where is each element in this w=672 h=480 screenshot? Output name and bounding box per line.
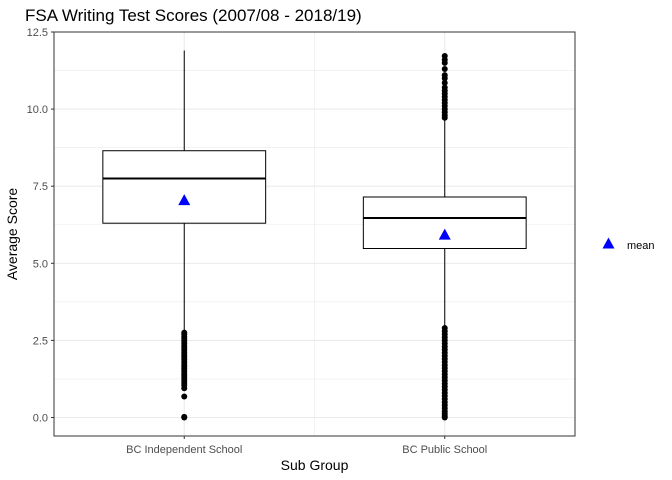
- x-tick-label: BC Public School: [402, 444, 487, 456]
- boxes: [102, 50, 527, 332]
- legend: mean: [602, 237, 655, 252]
- mean-marker: [438, 228, 451, 240]
- x-axis: BC Independent School BC Public School: [126, 436, 487, 456]
- y-tick-label: 0.0: [33, 412, 48, 424]
- y-axis: 0.0 2.5 5.0 7.5 10.0 12.5: [27, 27, 54, 424]
- outlier-point: [181, 329, 188, 336]
- x-tick-label: BC Independent School: [126, 444, 242, 456]
- outlier-point: [181, 393, 188, 400]
- outlier-point: [441, 53, 448, 60]
- mean-markers: [178, 194, 451, 240]
- outlier-point: [181, 413, 188, 420]
- y-tick-label: 10.0: [27, 104, 48, 116]
- mean-marker: [178, 194, 191, 206]
- y-tick-label: 12.5: [27, 27, 48, 39]
- y-axis-title: Average Score: [4, 188, 20, 281]
- legend-label-mean: mean: [627, 240, 655, 252]
- box-iqr: [362, 196, 527, 249]
- y-tick-label: 2.5: [33, 335, 48, 347]
- panel-border: [53, 31, 576, 437]
- legend-mean-triangle-icon: [602, 237, 615, 249]
- outlier-point: [441, 79, 448, 86]
- y-tick-label: 5.0: [33, 258, 48, 270]
- outliers: [181, 53, 448, 421]
- y-tick-label: 7.5: [33, 181, 48, 193]
- outlier-point: [441, 72, 448, 79]
- outlier-point: [441, 325, 448, 332]
- outlier-point: [441, 66, 448, 73]
- box-iqr: [102, 150, 267, 224]
- chart-title: FSA Writing Test Scores (2007/08 - 2018/…: [25, 6, 362, 25]
- outlier-point: [441, 84, 448, 91]
- x-axis-title: Sub Group: [281, 457, 349, 473]
